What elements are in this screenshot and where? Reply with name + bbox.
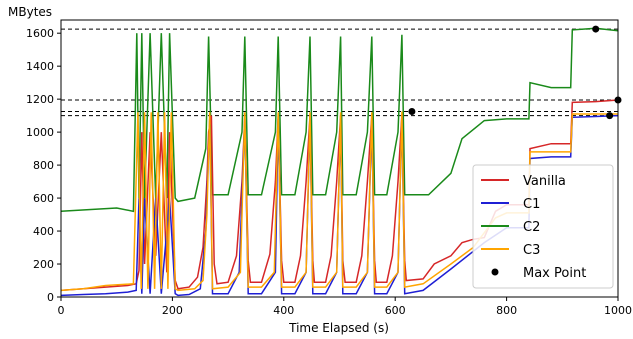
plot-frame: [60, 19, 619, 298]
reference-lines: [61, 28, 618, 117]
legend: Vanilla C1 C2 C3 Max Point: [472, 164, 614, 289]
y-tick-label: 800: [33, 159, 54, 172]
legend-label: C2: [523, 220, 540, 235]
y-tick-label: 200: [33, 258, 54, 271]
max-points: [408, 25, 622, 120]
max-point-0: [592, 25, 600, 33]
series-line-c1: [60, 114, 619, 297]
y-tick-label: 1600: [26, 27, 54, 40]
legend-label: C3: [523, 243, 540, 258]
x-axis: 0 200 400 600 800 1000: [58, 297, 632, 317]
legend-label: Vanilla: [523, 174, 566, 189]
x-tick-label: 0: [58, 304, 65, 317]
series-line-c3: [60, 111, 618, 292]
max-point-3: [606, 112, 614, 120]
y-tick-label: 1200: [26, 93, 54, 106]
x-tick-label: 400: [273, 304, 294, 317]
x-tick-label: 1000: [604, 304, 632, 317]
legend-box: [472, 164, 614, 289]
y-axis: 0 200 400 600 800 1000 1200 1400 1600: [26, 27, 61, 304]
x-axis-label: Time Elapsed (s): [288, 321, 389, 335]
y-tick-label: 1400: [26, 60, 54, 73]
x-tick-label: 600: [385, 304, 406, 317]
y-tick-label: 400: [33, 225, 54, 238]
x-tick-label: 200: [162, 304, 183, 317]
max-point-2: [408, 108, 416, 116]
y-tick-label: 1000: [26, 126, 54, 139]
x-tick-label: 800: [496, 304, 517, 317]
y-tick-label: 0: [47, 291, 54, 304]
legend-swatch: [491, 268, 499, 276]
y-tick-label: 600: [33, 192, 54, 205]
legend-label: C1: [523, 197, 540, 212]
series-lines: [60, 27, 619, 297]
legend-label: Max Point: [523, 266, 586, 281]
y-axis-label: MBytes: [8, 5, 52, 19]
